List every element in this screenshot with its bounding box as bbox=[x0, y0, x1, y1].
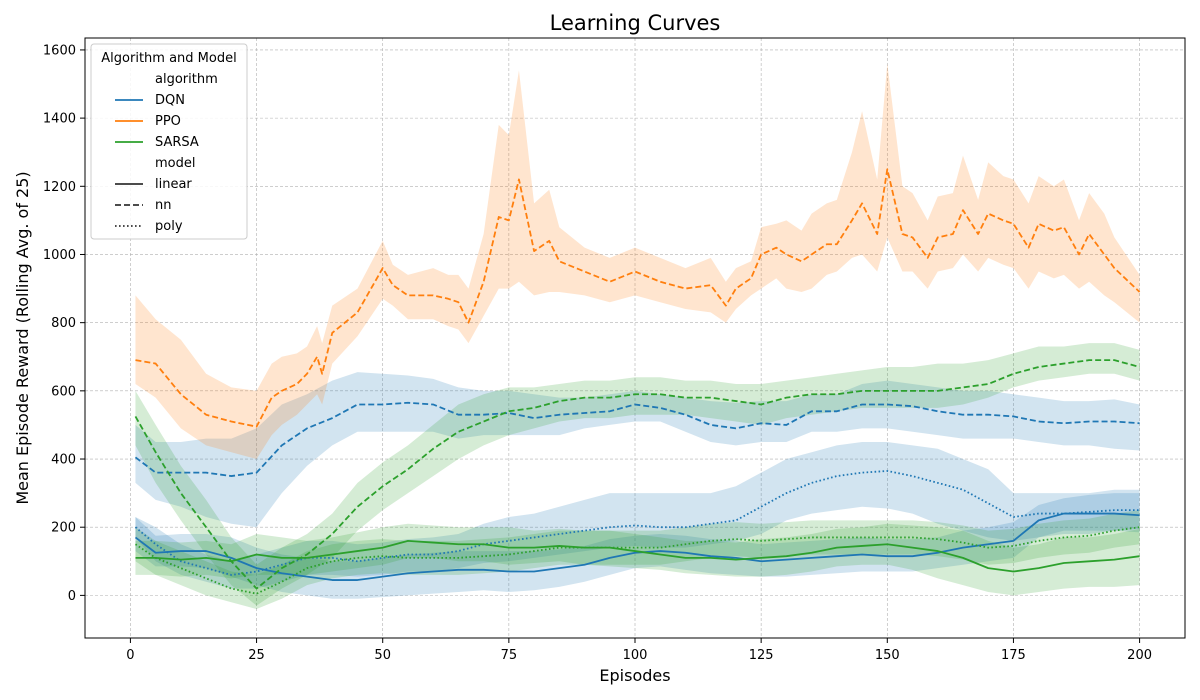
y-tick-label: 200 bbox=[51, 521, 76, 536]
series-lines bbox=[134, 168, 1141, 595]
y-tick-label: 400 bbox=[51, 453, 76, 468]
legend-section-title: model bbox=[155, 156, 195, 171]
line-sarsa-linear bbox=[135, 539, 1140, 573]
y-tick-label: 0 bbox=[68, 589, 76, 604]
legend-section-title: algorithm bbox=[155, 72, 218, 87]
legend-title: Algorithm and Model bbox=[101, 51, 236, 66]
line-sarsa-nn bbox=[134, 359, 1140, 590]
legend-entry-label: linear bbox=[155, 177, 192, 192]
x-tick-label: 100 bbox=[623, 648, 648, 663]
axis-ticks: 0 25 50 75 100 125 150 175 200 0 200 400 600 800 1000 1… bbox=[43, 43, 1152, 663]
legend-entry-label: DQN bbox=[155, 93, 185, 108]
line-dqn-nn bbox=[134, 401, 1140, 477]
band-sarsa-linear bbox=[135, 523, 1140, 596]
y-tick-label: 800 bbox=[51, 316, 76, 331]
x-tick-label: 0 bbox=[126, 648, 134, 663]
x-tick-label: 200 bbox=[1127, 648, 1152, 663]
chart-title: Learning Curves bbox=[550, 11, 721, 35]
y-tick-label: 600 bbox=[51, 384, 76, 399]
line-dqn-poly bbox=[134, 470, 1140, 576]
x-tick-label: 175 bbox=[1001, 648, 1026, 663]
band-ppo-nn bbox=[135, 63, 1140, 460]
grid-layer bbox=[85, 38, 1185, 638]
legend-entry-label: SARSA bbox=[155, 135, 199, 150]
legend-entry-label: PPO bbox=[155, 114, 181, 129]
x-tick-label: 150 bbox=[875, 648, 900, 663]
legend-entry-label: poly bbox=[155, 219, 183, 234]
band-sarsa-nn bbox=[135, 343, 1140, 606]
y-tick-label: 1000 bbox=[43, 248, 76, 263]
band-sarsa-poly bbox=[135, 510, 1140, 610]
legend-box bbox=[90, 43, 248, 240]
x-axis-title: Episodes bbox=[599, 666, 670, 685]
x-tick-label: 75 bbox=[501, 648, 518, 663]
x-tick-label: 125 bbox=[749, 648, 774, 663]
x-tick-label: 25 bbox=[248, 648, 265, 663]
y-tick-label: 1200 bbox=[43, 180, 76, 195]
band-dqn-linear bbox=[135, 493, 1140, 599]
band-dqn-poly bbox=[135, 441, 1140, 589]
confidence-bands bbox=[135, 63, 1140, 610]
y-tick-label: 1600 bbox=[43, 43, 76, 58]
y-tick-label: 1400 bbox=[43, 112, 76, 127]
y-axis-title: Mean Episode Reward (Rolling Avg. of 25) bbox=[13, 171, 32, 504]
x-tick-label: 50 bbox=[374, 648, 391, 663]
line-ppo-nn bbox=[135, 168, 1141, 428]
legend: Algorithm and Model algorithm DQN PPO SARSA m… bbox=[90, 43, 248, 240]
band-dqn-nn bbox=[135, 372, 1140, 528]
line-dqn-linear bbox=[134, 512, 1140, 581]
legend-entry-label: nn bbox=[155, 198, 171, 213]
